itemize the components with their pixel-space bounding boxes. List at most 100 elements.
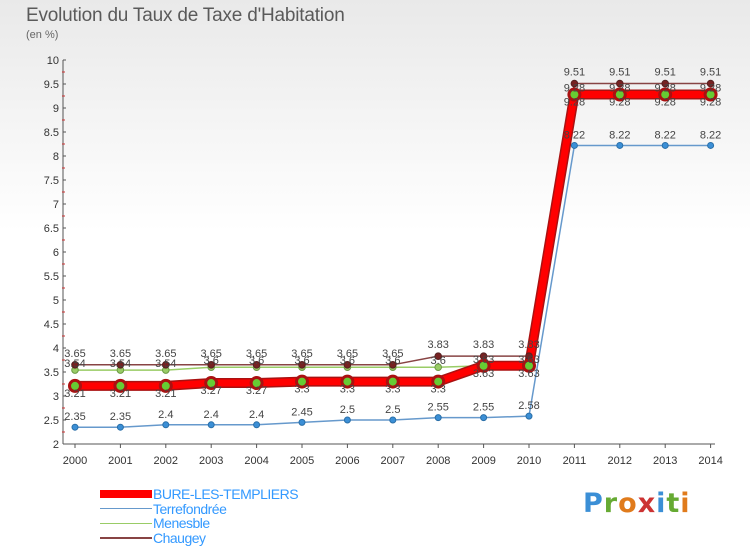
y-tick-label: 2 <box>53 439 59 451</box>
data-point <box>706 79 715 88</box>
data-label: 9.51 <box>609 67 630 79</box>
y-tick-label: 2.5 <box>44 415 59 427</box>
data-point <box>616 79 624 88</box>
data-label: 8.22 <box>700 129 721 141</box>
data-point <box>116 423 124 431</box>
data-point <box>434 414 442 422</box>
data-label: 3.65 <box>110 348 131 360</box>
x-tick-label: 2008 <box>426 455 450 467</box>
data-label: 3.63 <box>473 354 494 366</box>
y-tick-label: 7 <box>53 199 59 211</box>
data-point <box>389 361 397 369</box>
x-tick-label: 2011 <box>563 455 587 467</box>
data-point <box>434 352 443 360</box>
data-label: 3.6 <box>249 355 264 367</box>
data-label: 3.3 <box>340 384 355 396</box>
data-point <box>253 421 261 429</box>
data-point <box>658 87 673 102</box>
data-point <box>661 141 669 149</box>
data-point <box>207 361 215 369</box>
data-label: 3.65 <box>291 348 312 360</box>
data-label: 3.3 <box>431 384 446 396</box>
x-tick-label: 2009 <box>471 455 495 467</box>
data-point <box>522 358 536 373</box>
data-label: 3.6 <box>385 355 400 367</box>
data-point <box>616 141 624 149</box>
data-label: 9.28 <box>609 83 630 95</box>
data-point <box>162 421 170 429</box>
data-label: 3.63 <box>518 368 539 380</box>
x-tick-label: 2014 <box>698 455 722 467</box>
data-label: 8.22 <box>564 129 585 141</box>
y-tick-label: 3.5 <box>44 367 59 379</box>
chart-title: Evolution du Taux de Taxe d'Habitation <box>26 5 345 26</box>
data-point <box>252 361 261 369</box>
data-point <box>207 421 215 429</box>
legend-swatch <box>100 537 152 539</box>
y-tick-label: 3 <box>53 391 59 403</box>
y-tick-label: 8.5 <box>44 127 59 139</box>
y-tick-label: 9.5 <box>44 79 59 91</box>
data-point <box>158 378 173 393</box>
data-label: 3.6 <box>294 355 309 367</box>
data-label: 3.21 <box>64 388 85 400</box>
x-tick-label: 2002 <box>154 455 178 467</box>
x-tick-label: 2012 <box>608 455 632 467</box>
data-label: 2.35 <box>110 411 131 423</box>
y-tick-label: 7.5 <box>44 175 59 187</box>
data-point <box>570 79 579 88</box>
x-tick-label: 2013 <box>653 455 677 467</box>
data-point <box>340 374 355 389</box>
y-tick-label: 6 <box>53 247 59 259</box>
data-point <box>343 361 352 369</box>
y-tick-label: 6.5 <box>44 223 59 235</box>
data-label: 3.27 <box>200 385 221 397</box>
data-label: 8.22 <box>654 129 675 141</box>
data-point <box>612 87 627 102</box>
data-label: 3.6 <box>204 355 219 367</box>
data-point <box>431 374 446 389</box>
data-label: 2.4 <box>249 409 264 421</box>
data-label: 2.5 <box>340 404 355 416</box>
y-tick-label: 9 <box>53 103 59 115</box>
y-axis-unit: (en %) <box>26 29 59 41</box>
x-tick-label: 2001 <box>108 455 132 467</box>
data-label: 9.51 <box>654 67 675 79</box>
data-point <box>567 87 582 102</box>
y-tick-label: 4 <box>53 343 59 355</box>
data-label: 2.4 <box>204 409 219 421</box>
y-tick-label: 5.5 <box>44 271 59 283</box>
data-label: 3.83 <box>473 339 494 351</box>
data-label: 3.65 <box>382 348 403 360</box>
data-label: 9.28 <box>564 97 585 109</box>
data-label: 2.4 <box>158 409 173 421</box>
data-point <box>385 374 400 389</box>
data-point <box>703 87 718 102</box>
x-tick-label: 2010 <box>517 455 541 467</box>
data-label: 3.65 <box>337 348 358 360</box>
data-point <box>68 378 82 393</box>
data-label: 9.28 <box>564 83 585 95</box>
data-point <box>389 416 397 424</box>
x-tick-label: 2005 <box>290 455 314 467</box>
x-tick-label: 2003 <box>199 455 223 467</box>
x-tick-label: 2000 <box>63 455 87 467</box>
data-points <box>68 79 718 431</box>
data-label: 8.22 <box>609 129 630 141</box>
data-label: 9.28 <box>609 97 630 109</box>
data-label: 3.3 <box>385 384 400 396</box>
data-label: 3.65 <box>200 348 221 360</box>
data-label: 2.55 <box>427 402 448 414</box>
data-label: 2.35 <box>64 411 85 423</box>
legend-label: Terrefondrée <box>153 500 227 517</box>
data-point <box>298 418 306 426</box>
data-point <box>343 416 351 424</box>
data-label: 3.83 <box>518 339 539 351</box>
x-tick-label: 2007 <box>381 455 405 467</box>
data-point <box>113 378 128 393</box>
data-point <box>71 361 79 369</box>
legend-label: BURE-LES-TEMPLIERS <box>153 486 299 502</box>
data-point <box>707 141 715 149</box>
data-label: 3.27 <box>246 385 267 397</box>
